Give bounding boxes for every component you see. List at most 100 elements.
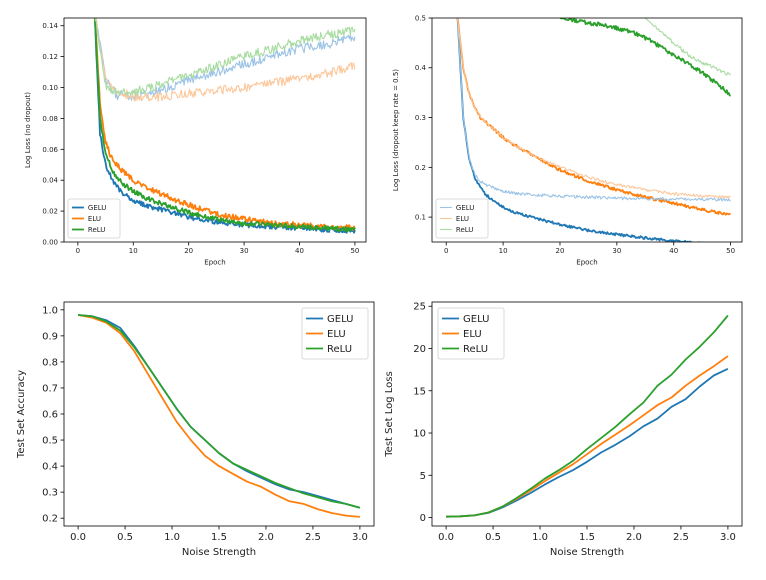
series-line-gelu bbox=[457, 18, 731, 202]
legend-box bbox=[435, 198, 489, 239]
series-line-elu-validation- bbox=[95, 18, 356, 102]
y-tick-label: 0.6 bbox=[42, 410, 58, 421]
y-tick-label: 0.14 bbox=[42, 22, 58, 30]
x-tick-label: 1.0 bbox=[532, 532, 548, 543]
y-tick-label: 0.08 bbox=[42, 115, 58, 123]
y-tick-label: 0.8 bbox=[42, 357, 58, 368]
y-tick-label: 0.3 bbox=[42, 488, 58, 499]
series-line-elu bbox=[457, 18, 731, 199]
chart-panel-2: 0 10 20 30 40 50 0.1 0.2 0.3 0.4 0.5 Epoch Log Loss … bbox=[392, 14, 743, 267]
y-tick-label: 0.2 bbox=[42, 514, 58, 525]
x-tick-label: 2.5 bbox=[305, 532, 321, 543]
series-line-elu bbox=[446, 355, 729, 518]
chart-panel-1: 0 10 20 30 40 50 0.00 0.02 0.04 0.06 0.08 0.10 0.12 0… bbox=[24, 17, 367, 267]
x-tick-label: 30 bbox=[612, 247, 621, 255]
series-line-relu bbox=[559, 18, 731, 97]
x-tick-label: 20 bbox=[184, 247, 193, 255]
x-tick-label: 1.5 bbox=[211, 532, 227, 543]
x-tick-label: 3.0 bbox=[352, 532, 368, 543]
y-tick-label: 0.00 bbox=[42, 238, 58, 246]
legend: GELU ELU ReLU bbox=[435, 198, 489, 239]
x-tick-label: 0.0 bbox=[438, 532, 454, 543]
series-line-relu bbox=[446, 314, 729, 518]
y-tick-label: 0.4 bbox=[415, 64, 427, 72]
series-group bbox=[446, 314, 729, 518]
x-tick-label: 30 bbox=[240, 247, 249, 255]
y-tick-label: 0.3 bbox=[415, 114, 426, 122]
y-tick-label: 0.2 bbox=[415, 164, 426, 172]
legend-label: GELU bbox=[456, 204, 475, 212]
legend-label: ReLU bbox=[327, 344, 352, 355]
y-tick-label: 25 bbox=[413, 302, 426, 313]
x-axis-label: Noise Strength bbox=[550, 547, 624, 558]
x-tick-label: 40 bbox=[295, 247, 304, 255]
chart-panel-4: 0.0 0.5 1.0 1.5 2.0 2.5 3.0 0 5 10 15 20 25 Noise Str… bbox=[384, 301, 743, 558]
legend-label: ReLU bbox=[88, 226, 106, 234]
x-tick-label: 0.5 bbox=[485, 532, 501, 543]
y-tick-label: 0.02 bbox=[42, 208, 58, 216]
y-tick-label: 0.9 bbox=[42, 331, 58, 342]
y-tick-label: 15 bbox=[413, 386, 426, 397]
series-line-relu bbox=[78, 314, 361, 509]
y-tick-label: 0.4 bbox=[42, 462, 58, 473]
x-axis-label: Noise Strength bbox=[182, 547, 256, 558]
y-tick-label: 0.1 bbox=[415, 214, 426, 222]
y-tick-label: 0.04 bbox=[42, 177, 58, 185]
y-tick-label: 10 bbox=[413, 429, 426, 440]
y-tick-label: 0.5 bbox=[42, 436, 58, 447]
x-tick-label: 0.5 bbox=[117, 532, 133, 543]
x-tick-label: 10 bbox=[499, 247, 508, 255]
x-axis-label: Epoch bbox=[576, 259, 597, 267]
y-axis-label: Log Loss (no dropout) bbox=[24, 92, 32, 168]
legend-label: ELU bbox=[463, 329, 482, 340]
x-tick-label: 2.5 bbox=[673, 532, 689, 543]
legend-label: GELU bbox=[327, 314, 353, 325]
x-tick-label: 50 bbox=[726, 247, 735, 255]
series-line-gelu bbox=[456, 18, 709, 242]
x-tick-label: 2.0 bbox=[626, 532, 642, 543]
y-axis-label: Log Loss (dropout keep rate = 0.5) bbox=[392, 69, 400, 191]
y-axis-label: Test Set Log Loss bbox=[384, 371, 395, 457]
series-group bbox=[456, 18, 731, 242]
x-tick-label: 1.0 bbox=[164, 532, 180, 543]
x-tick-label: 10 bbox=[129, 247, 138, 255]
x-tick-label: 20 bbox=[556, 247, 565, 255]
legend-box bbox=[301, 307, 369, 360]
legend-label: ELU bbox=[327, 329, 346, 340]
axes-frame bbox=[431, 17, 743, 243]
series-line-relu bbox=[94, 18, 356, 233]
x-tick-label: 1.5 bbox=[579, 532, 595, 543]
y-tick-label: 0.7 bbox=[42, 383, 58, 394]
series-line-elu bbox=[77, 314, 360, 518]
legend-box bbox=[67, 198, 121, 239]
y-tick-label: 0.12 bbox=[42, 53, 58, 61]
x-tick-label: 0.0 bbox=[70, 532, 86, 543]
legend: GELU ELU ReLU bbox=[67, 198, 121, 239]
x-tick-label: 2.0 bbox=[258, 532, 274, 543]
x-tick-label: 3.0 bbox=[720, 532, 736, 543]
legend: GELU ELU ReLU bbox=[437, 307, 505, 360]
legend-label: ReLU bbox=[463, 344, 488, 355]
y-tick-label: 1.0 bbox=[42, 305, 58, 316]
y-tick-label: 0 bbox=[420, 513, 426, 524]
legend-label: GELU bbox=[463, 314, 489, 325]
x-axis-label: Epoch bbox=[204, 259, 225, 267]
legend-label: ReLU bbox=[456, 226, 474, 234]
legend-label: ELU bbox=[456, 215, 469, 223]
series-line-elu bbox=[456, 18, 731, 216]
legend-label: ELU bbox=[88, 215, 101, 223]
x-tick-label: 0 bbox=[76, 247, 80, 255]
x-tick-label: 40 bbox=[669, 247, 678, 255]
x-tick-label: 50 bbox=[350, 247, 359, 255]
y-tick-label: 0.06 bbox=[42, 146, 58, 154]
y-tick-label: 0.5 bbox=[415, 14, 426, 22]
series-line-gelu-validation- bbox=[95, 18, 356, 102]
axes-frame bbox=[63, 17, 367, 243]
series-line-gelu bbox=[93, 18, 356, 234]
series-line-relu bbox=[644, 18, 731, 76]
y-tick-label: 0.10 bbox=[42, 84, 58, 92]
series-line-gelu bbox=[446, 367, 729, 518]
chart-panel-3: 0.0 0.5 1.0 1.5 2.0 2.5 3.0 0.2 0.3 0.4 0.5 0.6 0.7 0… bbox=[16, 301, 375, 558]
series-line-relu-validation- bbox=[94, 18, 356, 97]
